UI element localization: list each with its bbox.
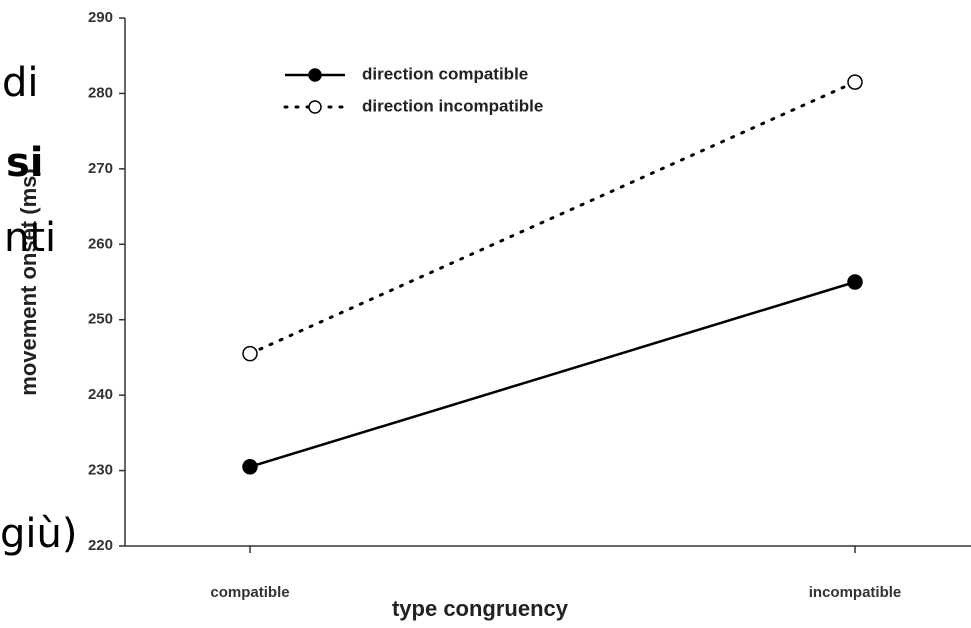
point [847,74,863,90]
series-line [249,280,856,468]
slide-text: di [2,60,39,106]
legend-label: direction compatible [362,64,528,83]
legend-marker [308,68,322,82]
y-tick-label: 270 [88,160,113,177]
y-tick-label: 250 [88,311,113,328]
y-tick-label: 240 [88,386,113,403]
y-tick-label: 220 [88,537,113,554]
y-tick-label: 280 [88,84,113,101]
y-tick-label: 230 [88,462,113,479]
series-line [248,80,857,356]
point [847,274,863,290]
legend-label: direction incompatible [362,96,543,115]
slide-text: si [6,140,44,186]
y-tick-label: 260 [88,235,113,252]
slide-text: nti [4,215,56,261]
point [242,459,258,475]
point [242,345,258,362]
x-axis-label: type congruency [392,596,569,621]
x-tick-label: compatible [210,584,289,601]
slide-text: giù) [0,511,77,557]
y-tick-label: 290 [88,9,113,26]
x-tick-label: incompatible [809,584,902,601]
legend-marker [308,100,322,114]
y-axis-label: movement onset (ms) [16,168,41,395]
